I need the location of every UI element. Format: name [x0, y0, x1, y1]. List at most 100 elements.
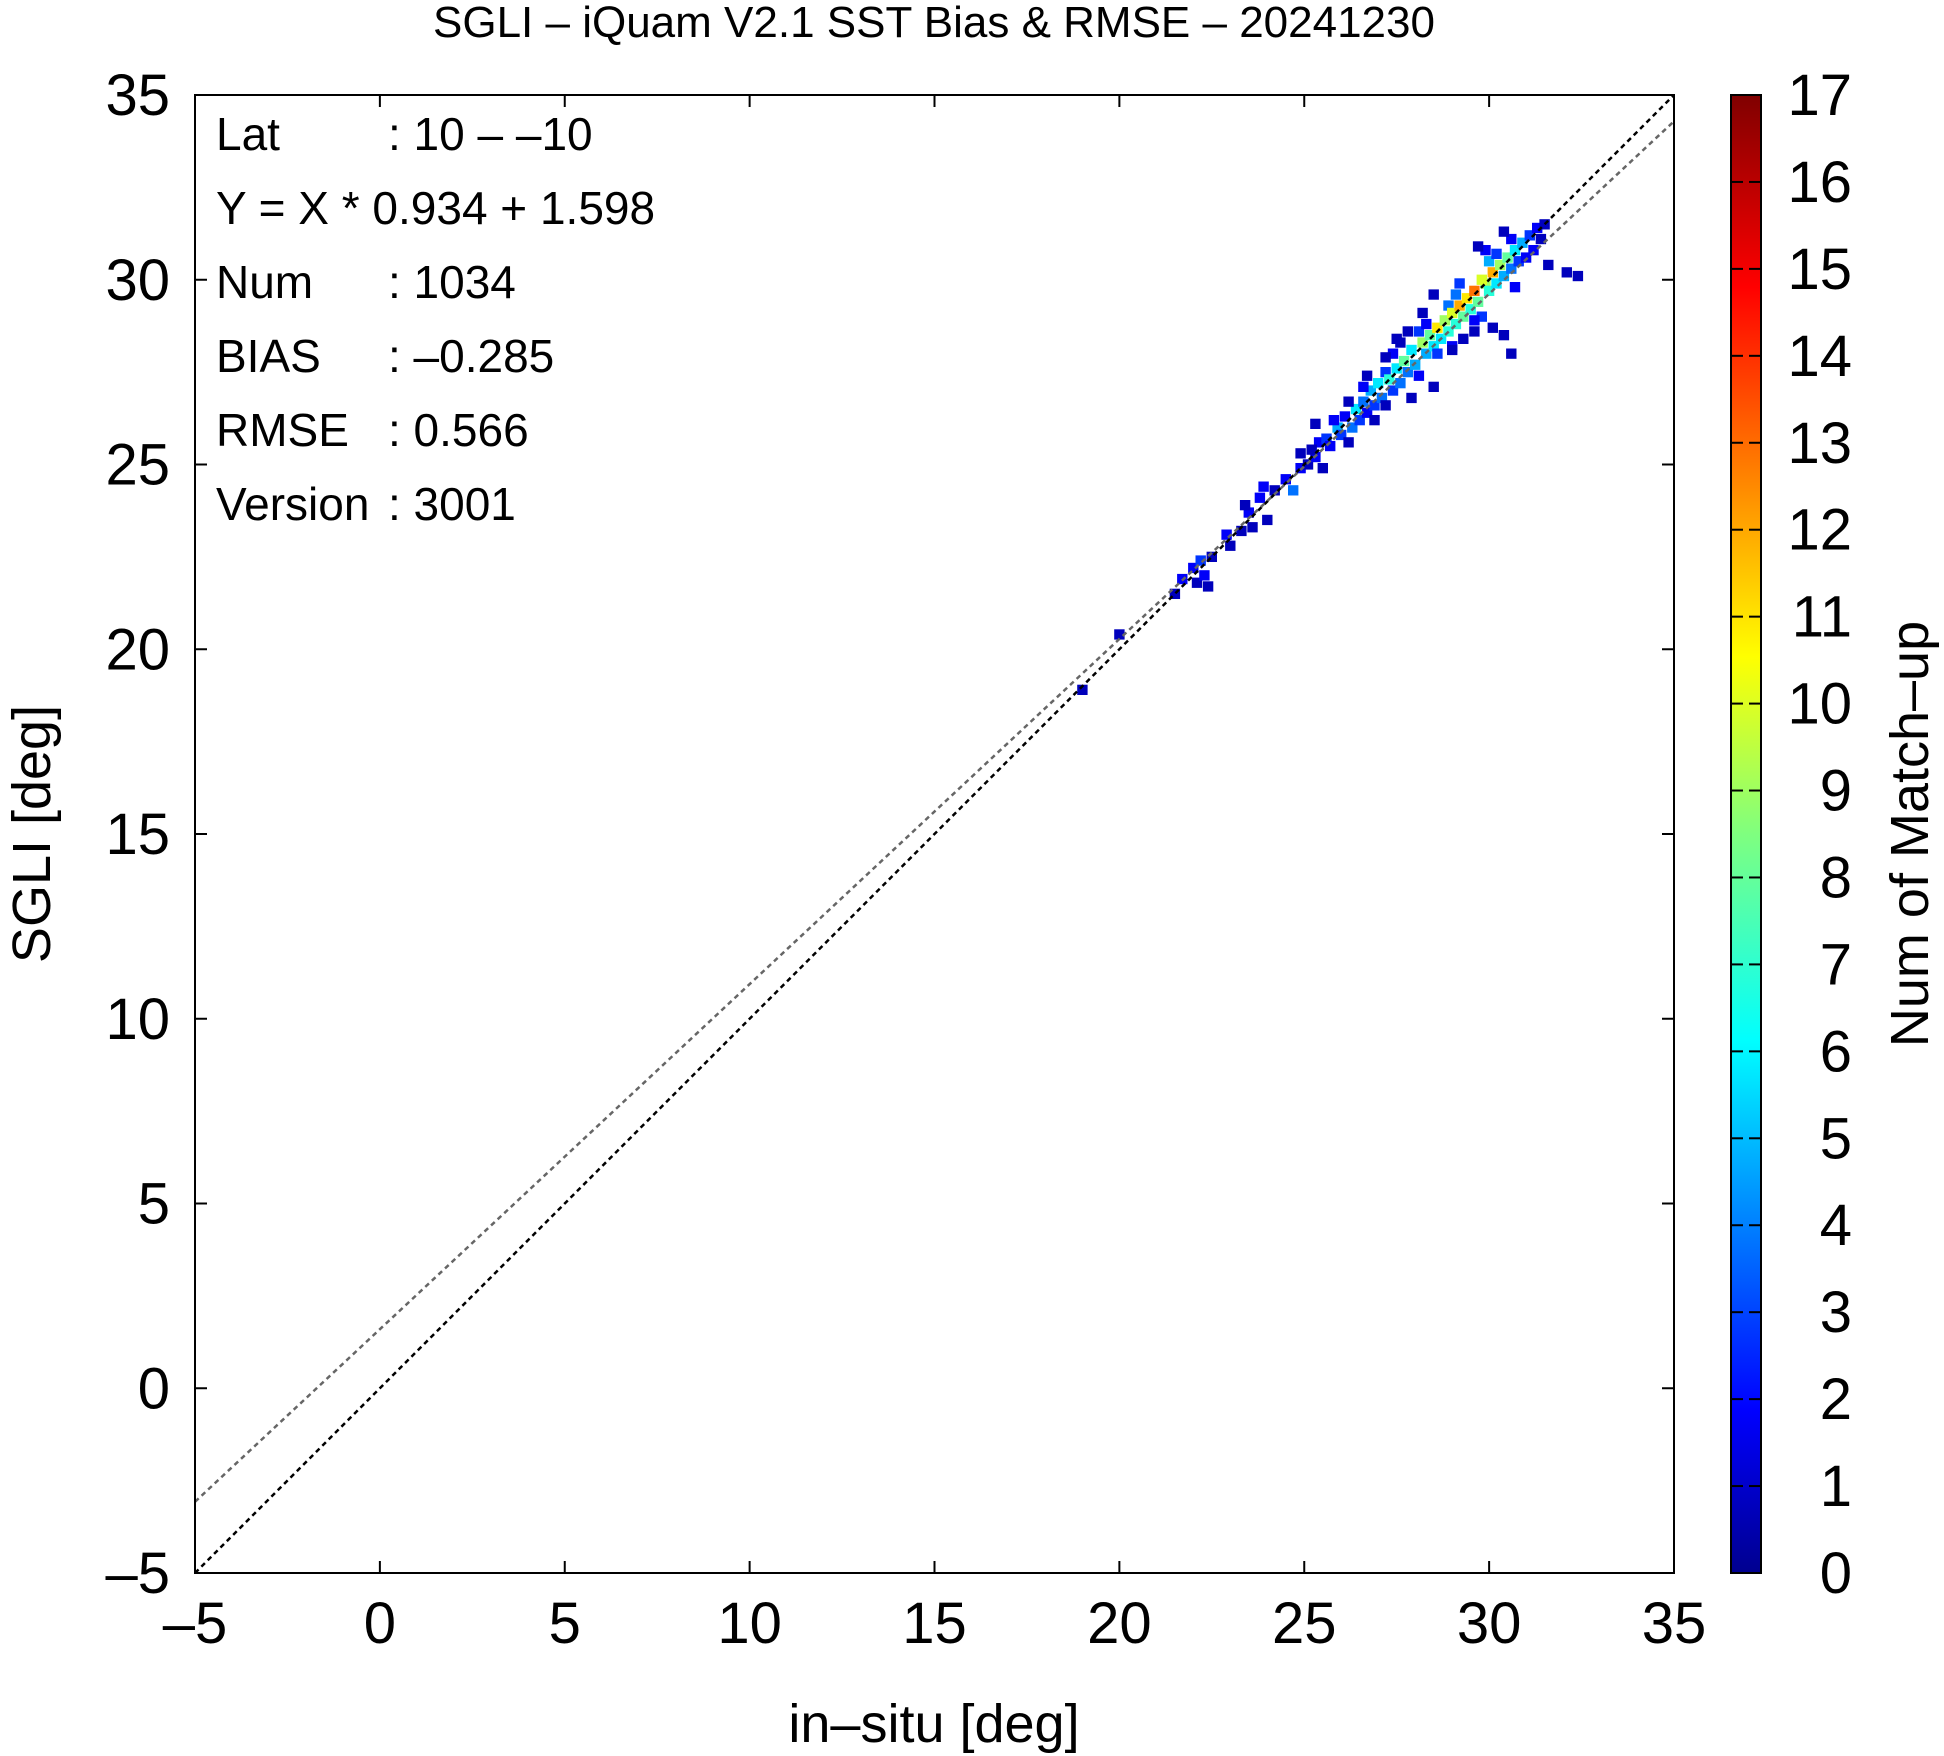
- density-bin: [1509, 282, 1521, 293]
- density-bin: [1380, 352, 1391, 363]
- density-bin: [1509, 245, 1521, 256]
- colorbar-tick-label: 17: [1787, 63, 1852, 128]
- density-bin: [1487, 322, 1498, 333]
- one-to-one-line: [195, 95, 1674, 1573]
- density-bin: [1391, 363, 1402, 374]
- density-bin: [1339, 411, 1351, 422]
- density-bin: [1454, 300, 1465, 311]
- density-bin: [1432, 348, 1443, 359]
- density-bin: [1376, 392, 1388, 404]
- density-bin: [1114, 629, 1125, 640]
- density-bin: [1365, 385, 1376, 396]
- density-bin: [1461, 293, 1473, 304]
- density-bin: [1447, 344, 1458, 356]
- density-bin: [1498, 270, 1510, 282]
- density-bin: [1280, 474, 1291, 485]
- density-bin: [1258, 481, 1269, 492]
- density-bin: [1288, 485, 1299, 496]
- colorbar-tick-label: 0: [1820, 1541, 1852, 1606]
- stat-key: Y = X * 0.934 + 1.598: [216, 182, 655, 234]
- y-tick-label: 35: [105, 63, 170, 128]
- y-tick-label: 10: [105, 987, 170, 1052]
- density-bin: [1506, 233, 1517, 245]
- density-bin: [1476, 274, 1487, 285]
- colorbar-tick-label: 10: [1787, 672, 1852, 737]
- density-bin: [1387, 348, 1399, 359]
- density-bin: [1528, 245, 1539, 256]
- density-bin: [1269, 485, 1280, 496]
- density-bin: [1358, 396, 1369, 407]
- density-bin: [1502, 252, 1513, 263]
- chart-title: SGLI – iQuam V2.1 SST Bias & RMSE – 2024…: [433, 0, 1435, 47]
- density-bin: [1332, 422, 1343, 433]
- stats-box: Lat: 10 – –10 Y = X * 0.934 + 1.598 Num: 1…: [216, 108, 655, 530]
- density-bin: [1077, 684, 1088, 695]
- colorbar-tick-label: 11: [1792, 585, 1852, 650]
- colorbar-title: Num of Match–up: [1880, 621, 1940, 1047]
- colorbar-tick-label: 1: [1820, 1454, 1852, 1519]
- x-tick-label: 30: [1457, 1591, 1522, 1656]
- density-bin: [1321, 433, 1332, 444]
- colorbar-tick-label: 7: [1820, 932, 1852, 997]
- y-tick-label: 25: [105, 433, 170, 498]
- density-bin: [1469, 326, 1480, 337]
- density-bin: [1532, 222, 1543, 234]
- density-bin: [1225, 540, 1236, 551]
- density-bin: [1384, 374, 1395, 385]
- colorbar-tick-label: 5: [1820, 1106, 1852, 1171]
- colorbar-tick-label: 12: [1787, 498, 1852, 563]
- x-tick-label: 35: [1642, 1591, 1707, 1656]
- density-bin: [1476, 311, 1487, 322]
- density-bin: [1472, 296, 1484, 307]
- x-tick-label: 5: [549, 1591, 581, 1656]
- density-bin: [1221, 529, 1232, 540]
- density-bin: [1469, 285, 1480, 296]
- density-bin: [1443, 300, 1454, 311]
- stat-value: : 3001: [388, 478, 516, 530]
- density-bin: [1483, 256, 1495, 267]
- y-tick-label: –5: [105, 1541, 170, 1606]
- density-bin: [1524, 230, 1535, 241]
- stat-value: : 10 – –10: [388, 108, 593, 160]
- density-bin: [1469, 315, 1480, 326]
- stat-value: : 0.566: [388, 404, 529, 456]
- y-tick-label: 15: [105, 802, 170, 867]
- x-tick-label: 25: [1272, 1591, 1337, 1656]
- y-tick-label: 20: [105, 617, 170, 682]
- x-tick-label: –5: [163, 1591, 228, 1656]
- density-bin: [1535, 233, 1547, 245]
- density-bin: [1517, 237, 1528, 248]
- density-bin: [1513, 256, 1524, 267]
- density-bin: [1561, 267, 1572, 278]
- colorbar-tick-label: 6: [1820, 1019, 1852, 1084]
- density-bin: [1439, 315, 1450, 326]
- density-bin: [1254, 492, 1266, 503]
- density-bin: [1373, 378, 1384, 389]
- density-bin: [1458, 311, 1469, 322]
- density-bin: [1380, 367, 1391, 378]
- density-bin: [1450, 289, 1462, 300]
- density-bin: [1506, 263, 1517, 274]
- x-axis-title: in–situ [deg]: [788, 1694, 1079, 1754]
- y-tick-label: 30: [105, 248, 170, 313]
- density-bin: [1572, 270, 1584, 282]
- density-bin: [1306, 444, 1317, 455]
- density-bin: [1498, 226, 1510, 237]
- stat-key: Lat: [216, 108, 280, 160]
- colorbar-tick-label: 3: [1820, 1280, 1852, 1345]
- density-bin: [1395, 378, 1406, 389]
- density-bin: [1343, 437, 1354, 448]
- density-bin: [1421, 318, 1432, 330]
- density-bin: [1247, 522, 1258, 533]
- density-bin: [1413, 326, 1425, 337]
- density-bin: [1465, 304, 1476, 315]
- density-bin: [1402, 367, 1413, 378]
- density-bin: [1206, 551, 1217, 562]
- density-bin: [1402, 326, 1413, 337]
- density-bin: [1480, 245, 1491, 256]
- density-bin: [1369, 400, 1380, 411]
- y-axis-title: SGLI [deg]: [2, 705, 62, 963]
- density-bin: [1428, 381, 1439, 392]
- density-bin: [1417, 337, 1428, 348]
- stat-key: RMSE: [216, 404, 349, 456]
